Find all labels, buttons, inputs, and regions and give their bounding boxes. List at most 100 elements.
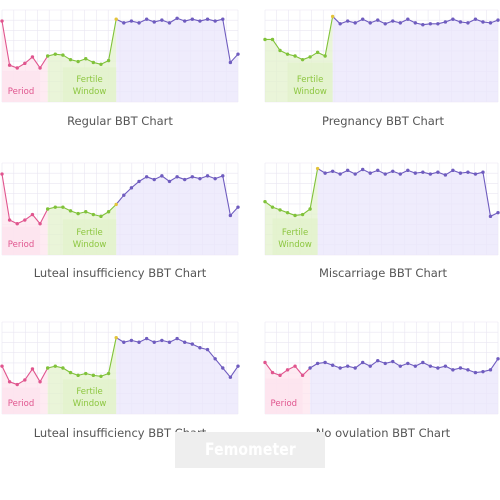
data-point (278, 373, 282, 378)
chart-panel: Period (263, 321, 500, 415)
data-point (213, 176, 217, 181)
data-point (114, 202, 118, 207)
data-point (345, 19, 350, 23)
data-point (353, 21, 357, 25)
data-point (383, 361, 387, 366)
data-point (361, 167, 365, 172)
data-point (451, 168, 455, 173)
data-point (190, 342, 195, 346)
data-point (205, 347, 210, 352)
data-point (353, 172, 357, 176)
data-point (308, 207, 312, 211)
data-point (391, 19, 395, 23)
data-point (263, 37, 267, 42)
data-point (122, 193, 126, 197)
data-point (38, 66, 42, 70)
chart-title-no-ovulation: No ovulation BBT Chart (315, 426, 451, 440)
chart-title-luteal-insufficiency-2: Luteal insufficiency BBT Chart (33, 426, 207, 440)
data-point (38, 222, 42, 226)
data-point (152, 340, 156, 344)
data-point (190, 17, 195, 21)
data-point (30, 212, 35, 217)
data-point (323, 360, 327, 365)
data-point (167, 340, 172, 344)
data-point (137, 340, 141, 344)
data-point (270, 37, 275, 42)
series-line-green (47, 337, 117, 377)
data-point (436, 366, 440, 370)
band-label: Fertile (76, 387, 102, 397)
data-point (451, 368, 455, 372)
chart-panel: Period Fertile Window (0, 162, 240, 256)
data-point (391, 359, 395, 364)
band-label: Window (73, 240, 107, 250)
data-point (76, 59, 80, 64)
data-point (236, 364, 240, 368)
data-point (84, 371, 88, 376)
data-point (413, 364, 418, 368)
brand-name: Femometer (204, 440, 296, 460)
data-point (368, 364, 372, 368)
series-line-green (47, 19, 117, 65)
data-point (361, 17, 365, 21)
data-point (167, 21, 172, 25)
data-point (45, 54, 50, 58)
data-point (99, 214, 103, 219)
data-point (30, 55, 35, 59)
data-point (68, 57, 73, 62)
data-point (436, 170, 440, 174)
data-point (152, 177, 156, 182)
data-point (406, 17, 410, 21)
chart-title-pregnancy: Pregnancy BBT Chart (321, 114, 445, 128)
data-point (391, 169, 395, 173)
data-point (398, 364, 402, 368)
data-point (236, 52, 240, 56)
data-point (183, 340, 187, 344)
data-point (38, 380, 42, 384)
data-point (421, 170, 425, 174)
data-point (30, 367, 35, 371)
chart-panel: Period Fertile Window (0, 9, 240, 103)
data-point (263, 360, 267, 365)
data-point (76, 373, 80, 378)
data-point (221, 366, 225, 370)
chart-title-miscarriage: Miscarriage BBT Chart (318, 266, 448, 280)
data-point (175, 16, 179, 20)
data-point (183, 19, 187, 23)
band-period (2, 387, 41, 414)
data-point (114, 17, 118, 21)
data-point (213, 19, 217, 23)
data-point (466, 368, 470, 372)
data-point (205, 17, 210, 21)
data-point (68, 209, 73, 213)
data-point (488, 214, 493, 219)
data-point (129, 338, 134, 343)
data-point (338, 172, 342, 176)
data-point (473, 172, 478, 176)
data-point (443, 173, 448, 177)
chart-title-luteal-insufficiency-1: Luteal insufficiency BBT Chart (33, 266, 207, 280)
data-point (114, 335, 118, 340)
data-point (278, 48, 282, 53)
band-label: Window (73, 87, 107, 97)
data-point (436, 22, 440, 26)
data-point (376, 168, 380, 173)
data-point (198, 346, 202, 350)
band-fertile-window (62, 219, 117, 255)
data-point (198, 19, 202, 23)
data-point (398, 21, 402, 25)
band-fertile-window (287, 62, 333, 102)
data-point (53, 52, 57, 56)
data-point (376, 358, 380, 363)
chart-panel: Fertile Window (263, 162, 500, 256)
data-point (300, 57, 305, 62)
phase-area-purple (116, 18, 238, 103)
data-point (91, 60, 96, 65)
chart-panel: Period Fertile Window (0, 321, 240, 415)
data-point (451, 17, 455, 21)
data-point (406, 361, 410, 366)
data-point (496, 18, 500, 22)
data-point (84, 210, 88, 214)
data-point (129, 19, 134, 23)
